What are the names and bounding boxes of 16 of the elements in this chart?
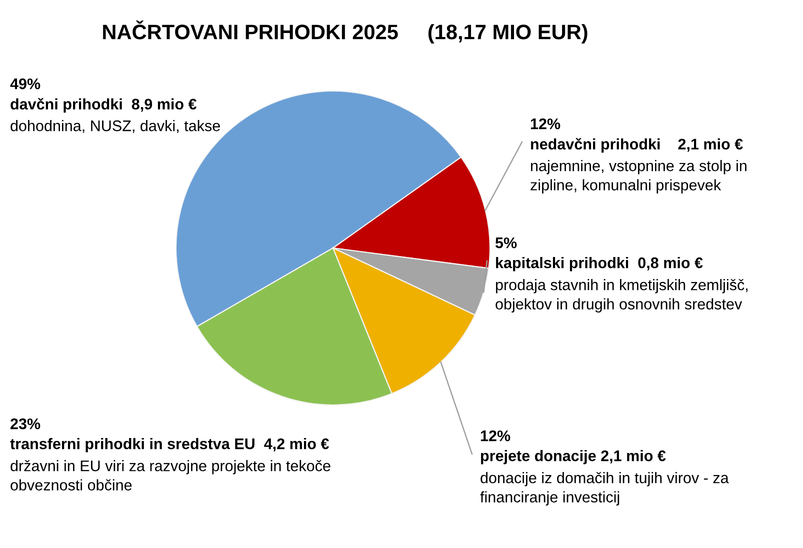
slice-label: nedavčni prihodki 2,1 mio €	[531, 138, 743, 153]
data-label: 12%	[530, 118, 560, 130]
text: donacije iz domačih in tujih virov - za financiranje investicij	[480, 472, 729, 506]
data-label: 5%	[495, 237, 517, 248]
chart-title: NAČRTOVANI PRIHODKI 2025 (18,17 MIO EUR)	[103, 20, 588, 44]
text: najemnine, vstopnine za stolp in zipline, komunalni prispevek	[530, 160, 746, 194]
text: dohodnina, NUSZ, davki, takse	[10, 120, 220, 134]
slice-label: kapitalski prihodki 0,8 mio €	[496, 257, 703, 272]
slice-label: prejete donacije 2,1 mio €	[481, 450, 666, 464]
data-label: 23%	[10, 418, 40, 430]
data-label: 49%	[10, 78, 40, 90]
data-label: 12%	[480, 430, 510, 442]
slice-label: transferni prihodki in sredstva EU 4,2 mio €	[10, 438, 329, 452]
slice-label: davčni prihodki 8,9 mio €	[10, 98, 197, 113]
text: državni in EU viri za razvojne projekte in tekoče obveznosti občine	[10, 460, 330, 490]
text: prodaja stavnih in kmetijskih zemljišč, objektov in drugih osnovnih sredstev	[496, 279, 748, 313]
